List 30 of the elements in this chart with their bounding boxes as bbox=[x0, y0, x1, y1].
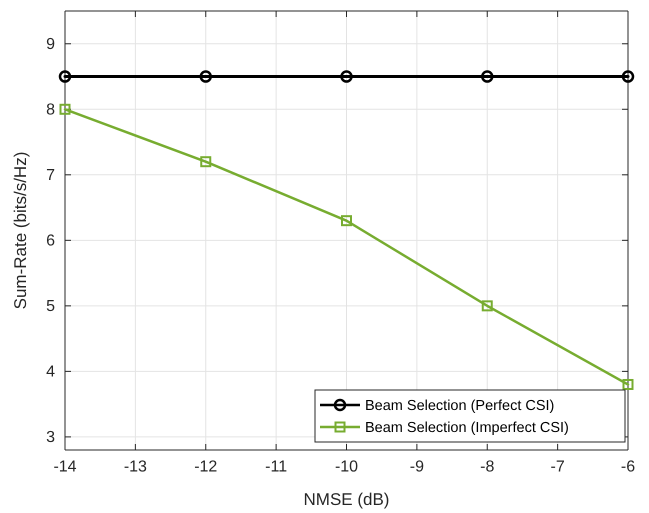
y-tick-label: 5 bbox=[46, 298, 56, 315]
y-axis-title: Sum-Rate (bits/s/Hz) bbox=[11, 152, 30, 310]
x-tick-label: -12 bbox=[194, 458, 218, 476]
x-tick-label: -6 bbox=[620, 458, 636, 476]
point bbox=[58, 70, 72, 83]
point bbox=[341, 215, 352, 226]
legend-label: Beam Selection (Perfect CSI) bbox=[365, 398, 554, 414]
x-tick-label: -10 bbox=[334, 458, 358, 476]
point bbox=[482, 300, 493, 312]
x-tick-label: -8 bbox=[480, 458, 494, 476]
x-axis-title: NMSE (dB) bbox=[304, 490, 390, 509]
x-tick-label: -14 bbox=[53, 458, 77, 476]
point bbox=[481, 70, 494, 83]
point bbox=[340, 70, 353, 83]
y-tick-label: 9 bbox=[46, 36, 56, 53]
y-tick-label: 7 bbox=[46, 166, 56, 184]
y-tick-label: 4 bbox=[46, 363, 56, 380]
point bbox=[60, 104, 70, 115]
x-tick-label: -9 bbox=[410, 458, 424, 476]
x-tick-label: -7 bbox=[550, 458, 565, 476]
y-tick-label: 6 bbox=[46, 232, 56, 250]
point bbox=[200, 70, 212, 83]
point bbox=[200, 156, 212, 168]
y-tick-label: 3 bbox=[46, 429, 56, 446]
point bbox=[622, 378, 634, 390]
y-tick-label: 8 bbox=[46, 101, 56, 118]
x-tick-label: -11 bbox=[265, 458, 288, 476]
x-tick-label: -13 bbox=[124, 458, 148, 476]
legend-label: Beam Selection (Imperfect CSI) bbox=[365, 420, 569, 436]
point bbox=[622, 70, 634, 83]
